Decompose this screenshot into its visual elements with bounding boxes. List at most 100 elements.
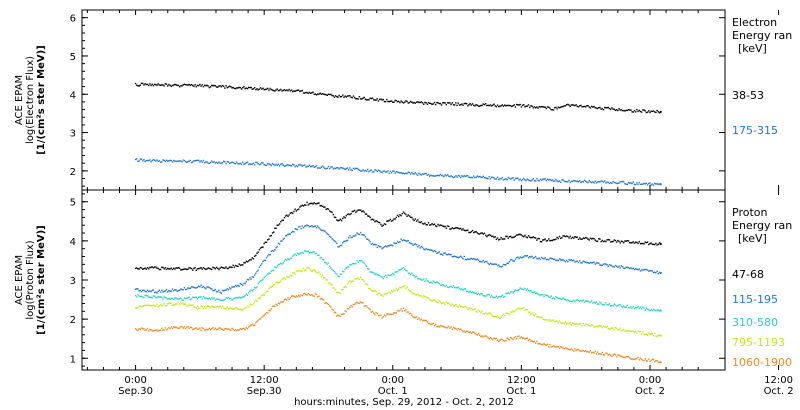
data-point	[555, 296, 557, 298]
data-point	[406, 172, 408, 175]
data-point	[177, 267, 180, 269]
data-point	[357, 261, 359, 264]
data-point	[325, 279, 327, 281]
data-point	[244, 294, 246, 297]
data-point	[186, 288, 188, 291]
data-point	[556, 296, 558, 299]
data-point	[573, 322, 575, 325]
data-point	[554, 238, 556, 241]
data-point	[213, 289, 215, 292]
data-point	[609, 354, 612, 357]
data-point	[197, 285, 200, 287]
data-point	[264, 313, 267, 315]
data-point	[192, 328, 194, 331]
data-point	[311, 251, 313, 254]
data-point	[423, 278, 425, 280]
data-point	[531, 105, 533, 107]
data-point	[183, 268, 186, 270]
data-point	[658, 361, 661, 364]
data-point	[220, 86, 223, 88]
data-point	[650, 333, 652, 335]
data-point	[215, 161, 218, 164]
data-point	[414, 317, 417, 319]
data-point	[580, 322, 582, 325]
data-point	[373, 219, 375, 221]
data-point	[383, 314, 386, 316]
data-point	[608, 303, 611, 305]
data-point	[511, 236, 513, 239]
data-point	[171, 84, 174, 87]
y-tick-label: 4	[70, 90, 76, 101]
data-point	[546, 178, 549, 180]
data-point	[368, 239, 370, 241]
data-point	[443, 285, 445, 287]
data-point	[334, 272, 337, 274]
data-point	[617, 182, 619, 185]
data-point	[298, 164, 300, 166]
data-point	[594, 350, 596, 353]
data-point	[187, 160, 189, 163]
data-point	[552, 345, 555, 347]
data-point	[352, 95, 355, 97]
data-point	[526, 178, 529, 180]
data-point	[177, 301, 180, 303]
data-point	[500, 236, 502, 239]
data-point	[480, 311, 482, 314]
data-point	[625, 355, 627, 358]
data-point	[134, 307, 137, 309]
data-point	[408, 101, 411, 104]
data-point	[645, 333, 648, 336]
data-point	[584, 323, 587, 325]
data-point	[267, 290, 269, 293]
data-point	[590, 181, 593, 184]
data-point	[550, 108, 552, 111]
data-point	[377, 100, 380, 102]
data-point	[465, 103, 468, 105]
data-point	[155, 291, 157, 293]
data-point	[256, 321, 258, 323]
data-point	[440, 174, 443, 177]
data-point	[580, 350, 582, 352]
data-point	[369, 97, 371, 100]
data-point	[139, 289, 142, 292]
data-point	[263, 89, 265, 91]
data-point	[353, 303, 356, 305]
data-point	[569, 105, 571, 108]
data-point	[158, 160, 161, 162]
data-point	[261, 246, 263, 249]
data-point	[601, 304, 604, 306]
data-point	[164, 83, 167, 85]
data-point	[137, 85, 139, 87]
data-point	[524, 106, 526, 108]
data-point	[519, 337, 521, 339]
data-point	[445, 284, 448, 287]
data-point	[487, 293, 489, 296]
data-point	[273, 269, 275, 272]
data-point	[439, 301, 442, 303]
data-point	[444, 102, 446, 104]
data-point	[640, 358, 643, 361]
data-point	[146, 267, 149, 269]
data-point	[568, 299, 570, 302]
data-point	[475, 292, 477, 294]
data-point	[333, 240, 336, 242]
data-point	[238, 163, 240, 165]
data-point	[332, 213, 334, 216]
data-point	[659, 361, 662, 364]
data-point	[493, 103, 495, 105]
data-point	[427, 297, 430, 299]
data-point	[370, 97, 373, 100]
data-point	[627, 109, 630, 111]
data-point	[209, 298, 212, 300]
data-point	[477, 332, 480, 335]
data-point	[551, 239, 554, 242]
data-point	[232, 286, 234, 288]
data-point	[386, 276, 388, 279]
data-point	[211, 268, 213, 271]
data-point	[137, 160, 139, 163]
data-point	[138, 305, 140, 307]
data-point	[592, 324, 594, 327]
data-point	[165, 329, 168, 331]
data-point	[526, 105, 529, 107]
data-point	[545, 179, 548, 182]
